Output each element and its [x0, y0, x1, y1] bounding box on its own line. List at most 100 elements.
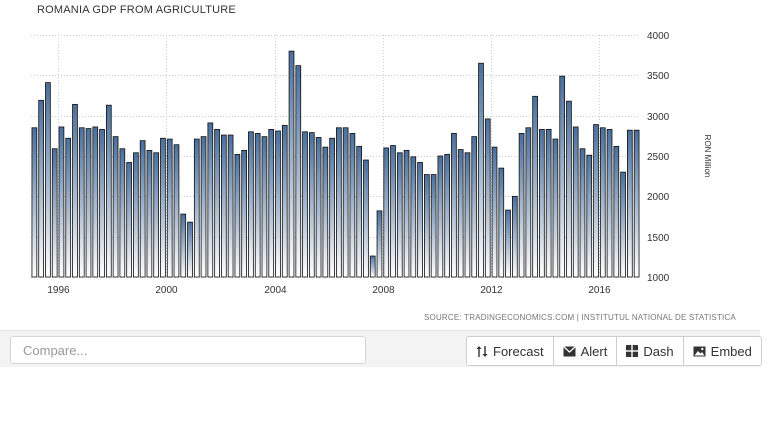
bar	[586, 154, 593, 278]
x-tick-label: 2016	[588, 285, 611, 296]
bar	[511, 195, 518, 278]
up-down-arrows-icon	[476, 345, 488, 357]
bar	[349, 133, 356, 278]
bar	[363, 159, 369, 278]
bar	[457, 149, 464, 278]
y-tick-label: 3500	[647, 71, 670, 82]
bar	[579, 148, 586, 278]
bar	[417, 162, 423, 278]
bar	[376, 210, 383, 278]
bars	[31, 50, 640, 278]
bar	[65, 137, 72, 278]
bar	[126, 162, 132, 278]
y-axis-label: RON Million	[703, 135, 712, 178]
bar	[221, 134, 227, 278]
compare-input[interactable]	[10, 336, 366, 364]
x-axis-ticks: 1996 2000 2004 2008 2012 2016	[47, 285, 611, 296]
y-tick-label: 1000	[647, 273, 670, 284]
alert-button[interactable]: Alert	[552, 337, 617, 365]
bar	[451, 133, 457, 278]
x-tick-label: 2012	[480, 285, 503, 296]
bar	[308, 132, 315, 278]
bar	[369, 255, 376, 278]
bar	[51, 148, 58, 278]
bar	[315, 137, 322, 278]
bar	[254, 133, 261, 278]
grid-icon	[626, 345, 639, 357]
bar	[261, 136, 268, 278]
bar	[464, 152, 471, 278]
bar	[112, 136, 119, 278]
bar	[288, 50, 295, 278]
embed-button[interactable]: Embed	[682, 337, 761, 365]
bar	[559, 75, 566, 278]
bar	[593, 124, 599, 278]
bar	[403, 149, 410, 278]
bar	[545, 128, 552, 278]
bar	[525, 127, 532, 278]
image-icon	[693, 346, 706, 356]
bar	[227, 134, 234, 278]
bar	[302, 131, 308, 278]
bar	[214, 128, 220, 278]
bar	[99, 128, 105, 278]
y-tick-label: 4000	[647, 31, 670, 42]
dash-label: Dash	[643, 343, 674, 359]
chart-title: ROMANIA GDP FROM AGRICULTURE	[37, 4, 236, 16]
toolbar: Forecast Alert Dash Embed	[0, 330, 762, 367]
forecast-button[interactable]: Forecast	[467, 337, 553, 365]
bar	[92, 126, 99, 278]
bar	[241, 149, 247, 278]
forecast-label: Forecast	[493, 343, 544, 359]
bar	[478, 62, 484, 278]
bar	[356, 145, 363, 278]
bar	[633, 129, 640, 278]
bar	[207, 122, 214, 278]
bar	[437, 155, 444, 278]
bar	[58, 126, 65, 278]
bar	[539, 128, 545, 278]
bar	[85, 128, 92, 278]
bar	[119, 148, 126, 278]
bar	[268, 128, 275, 278]
bar	[606, 128, 613, 278]
bar	[105, 104, 112, 278]
source-note: SOURCE: TRADINGECONOMICS.COM | INSTITUTU…	[424, 313, 736, 322]
x-tick-label: 2000	[155, 285, 178, 296]
bar	[424, 174, 430, 278]
bar	[234, 153, 241, 278]
bar	[599, 127, 606, 278]
bar	[275, 130, 281, 278]
bar	[322, 146, 329, 278]
y-axis-ticks: 1000 1500 2000 2500 3000 3500 4000	[647, 31, 670, 284]
bar	[566, 100, 572, 278]
bar	[153, 152, 160, 278]
bar	[281, 124, 288, 278]
bar	[491, 146, 498, 278]
bar	[484, 118, 491, 278]
bar	[31, 127, 38, 278]
bar	[552, 138, 559, 278]
bar	[193, 138, 200, 278]
x-tick-label: 2004	[264, 285, 287, 296]
dash-button[interactable]: Dash	[616, 337, 682, 365]
bar	[78, 127, 85, 278]
action-buttons: Forecast Alert Dash Embed	[466, 336, 762, 366]
bar	[180, 213, 187, 278]
alert-label: Alert	[580, 343, 608, 359]
bar	[38, 99, 44, 278]
bar	[518, 133, 525, 278]
bar	[146, 149, 153, 278]
bar	[410, 156, 417, 278]
bar	[383, 147, 390, 278]
chart: 1996 2000 2004 2008 2012 2016 1000 1500 2000 250…	[31, 31, 712, 296]
bar	[248, 131, 254, 278]
bar	[471, 136, 478, 278]
x-tick-label: 2008	[372, 285, 395, 296]
embed-label: Embed	[710, 343, 752, 359]
bar	[572, 126, 579, 278]
bar	[200, 136, 207, 278]
bar	[498, 167, 505, 278]
x-tick-label: 1996	[47, 285, 70, 296]
y-tick-label: 2500	[647, 152, 670, 163]
